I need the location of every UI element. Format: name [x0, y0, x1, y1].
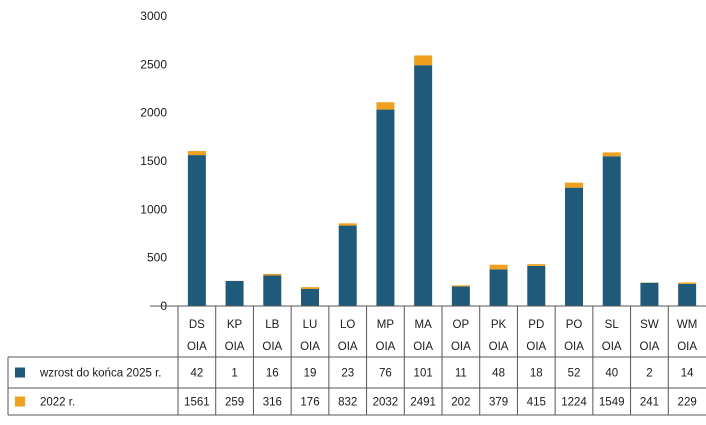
- bar-segment-2022: [414, 65, 432, 306]
- table-value: 52: [568, 368, 581, 380]
- category-label: OIA: [602, 341, 622, 353]
- data-table: DS OIA KP OIA LB OIA LU OIA LO OIA MP OIA MA OIA OP OIA…: [8, 306, 706, 415]
- bar-segment-2022: [565, 188, 583, 306]
- table-value: 415: [527, 397, 546, 409]
- bar-segment-increase: [376, 102, 394, 109]
- table-value: 316: [263, 397, 282, 409]
- y-tick-label: 1500: [140, 154, 167, 168]
- category-label: OIA: [677, 341, 697, 353]
- category-label: DS: [189, 319, 205, 331]
- table-value: 16: [266, 368, 279, 380]
- category-label: WM: [677, 319, 697, 331]
- table-value: 229: [678, 397, 697, 409]
- table-value: 19: [304, 368, 317, 380]
- category-label: OIA: [564, 341, 584, 353]
- category-label: OIA: [451, 341, 471, 353]
- table-value: 42: [190, 368, 203, 380]
- category-label: OIA: [187, 341, 207, 353]
- bar-segment-increase: [490, 265, 508, 270]
- y-tick-label: 1000: [140, 202, 167, 216]
- category-label: LU: [303, 319, 318, 331]
- category-label: MA: [415, 319, 433, 331]
- table-value: 1: [231, 368, 237, 380]
- table-value: 1224: [561, 397, 587, 409]
- category-label: SL: [605, 319, 620, 331]
- category-label: PO: [566, 319, 583, 331]
- table-value: 241: [640, 397, 659, 409]
- table-value: 11: [455, 368, 467, 380]
- category-label: SW: [640, 319, 659, 331]
- category-label: OIA: [338, 341, 358, 353]
- bar-segment-2022: [452, 286, 470, 306]
- bar-segment-increase: [452, 285, 470, 286]
- table-value: 18: [530, 368, 543, 380]
- table-value: 76: [379, 368, 392, 380]
- bar-segment-2022: [301, 289, 319, 306]
- bar-segment-increase: [678, 283, 696, 284]
- table-value: 176: [300, 397, 319, 409]
- category-label: OIA: [413, 341, 433, 353]
- table-value: 202: [451, 397, 470, 409]
- bar-segment-2022: [603, 156, 621, 306]
- y-tick-label: 2000: [140, 106, 167, 120]
- table-value: 2491: [410, 397, 436, 409]
- bar-segment-2022: [527, 266, 545, 306]
- category-label: OIA: [489, 341, 509, 353]
- bar-segment-2022: [376, 110, 394, 306]
- table-value: 1549: [599, 397, 625, 409]
- legend-swatch: [15, 397, 25, 407]
- table-value: 832: [338, 397, 357, 409]
- bar-segment-increase: [188, 151, 206, 155]
- category-label: PK: [491, 319, 507, 331]
- bar-segment-2022: [339, 226, 357, 306]
- y-tick-label: 2500: [140, 57, 167, 71]
- table-value: 1561: [184, 397, 210, 409]
- legend-swatch: [15, 368, 25, 378]
- y-tick-label: 3000: [140, 9, 167, 23]
- category-label: KP: [227, 319, 243, 331]
- bar-segment-increase: [339, 223, 357, 225]
- table-value: 101: [414, 368, 433, 380]
- legend-label: wzrost do końca 2025 r.: [39, 368, 161, 380]
- table-value: 40: [605, 368, 618, 380]
- category-label: LB: [265, 319, 279, 331]
- category-label: OIA: [640, 341, 660, 353]
- category-label: OIA: [225, 341, 245, 353]
- table-value: 2: [646, 368, 652, 380]
- bars-group: [188, 55, 696, 306]
- bar-segment-increase: [301, 287, 319, 289]
- bar-segment-increase: [565, 183, 583, 188]
- bar-segment-increase: [263, 274, 281, 276]
- category-label: OIA: [376, 341, 396, 353]
- bar-segment-2022: [226, 281, 244, 306]
- category-label: OIA: [526, 341, 546, 353]
- category-label: OIA: [300, 341, 320, 353]
- legend-label: 2022 r.: [40, 397, 75, 409]
- table-value: 2032: [373, 397, 399, 409]
- bar-segment-2022: [678, 284, 696, 306]
- bar-segment-increase: [603, 152, 621, 156]
- category-label: PD: [528, 319, 544, 331]
- y-tick-label: 500: [147, 251, 167, 265]
- table-value: 14: [681, 368, 694, 380]
- bar-segment-2022: [640, 283, 658, 306]
- bar-segment-2022: [490, 269, 508, 306]
- bar-segment-increase: [414, 55, 432, 65]
- table-value: 48: [492, 368, 505, 380]
- category-label: OIA: [262, 341, 282, 353]
- bar-segment-2022: [263, 275, 281, 306]
- table-value: 259: [225, 397, 244, 409]
- category-label: OP: [453, 319, 470, 331]
- table-value: 23: [341, 368, 354, 380]
- table-value: 379: [489, 397, 508, 409]
- bar-segment-increase: [527, 264, 545, 266]
- bar-segment-2022: [188, 155, 206, 306]
- category-label: LO: [340, 319, 355, 331]
- category-label: MP: [377, 319, 395, 331]
